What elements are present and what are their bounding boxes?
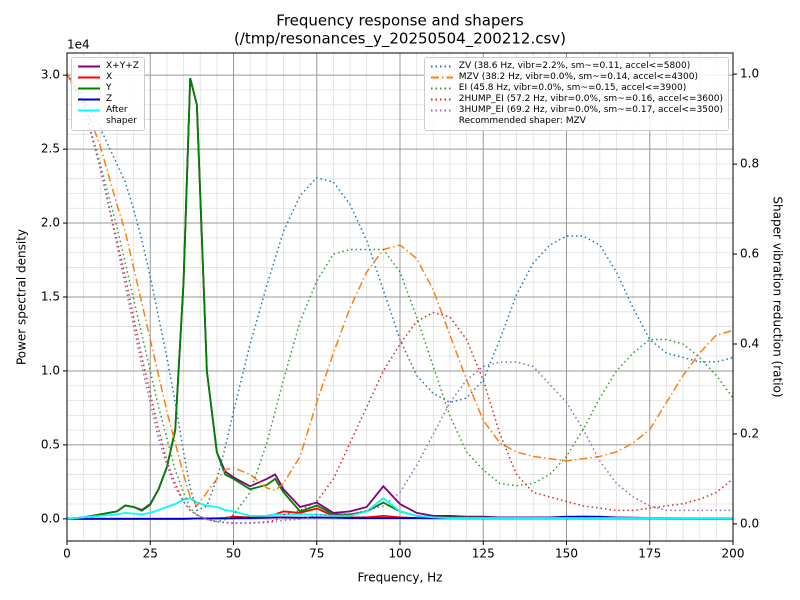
legend-label: MZV (38.2 Hz, vibr=0.0%, sm~=0.14, accel…	[458, 72, 698, 82]
x-tick-label: 75	[309, 547, 324, 561]
legend-label: ZV (38.6 Hz, vibr=2.2%, sm~=0.11, accel<…	[458, 61, 691, 71]
legend-entry: X	[77, 72, 139, 83]
x-tick-label: 100	[389, 547, 412, 561]
legend-label: X	[106, 72, 113, 82]
y2-tick-label: 0.2	[740, 426, 759, 440]
legend-entry: 3HUMP_EI (69.2 Hz, vibr=0.0%, sm~=0.17, …	[430, 105, 723, 116]
legend-entry: Z	[77, 94, 139, 105]
y-tick-label: 0.0	[41, 511, 60, 525]
y2-tick-label: 1.0	[740, 67, 759, 81]
y-tick-label: 2.0	[41, 216, 60, 230]
x-tick-label: 0	[63, 547, 71, 561]
x-axis-label: Frequency, Hz	[358, 571, 443, 585]
y2-axis-label: Shaper vibration reduction (ratio)	[771, 196, 785, 397]
legend-label: Z	[106, 94, 113, 104]
legend-label: 2HUMP_EI (57.2 Hz, vibr=0.0%, sm~=0.16, …	[458, 94, 723, 104]
y2-tick-label: 0.8	[740, 157, 759, 171]
legend-swatch	[430, 87, 453, 90]
y-tick-label: 3.0	[41, 68, 60, 82]
chart-title: Frequency response and shapers	[276, 12, 524, 30]
legend-swatch	[78, 65, 100, 68]
y-tick-label: 0.5	[41, 437, 60, 451]
series-line	[66, 73, 734, 512]
y2-tick-label: 0.0	[740, 516, 759, 530]
legend-label: Y	[106, 83, 112, 93]
legend-entry: Y	[77, 83, 139, 94]
legend-entry: After shaper	[77, 105, 139, 127]
legend-swatch	[430, 76, 453, 79]
series-line	[67, 515, 733, 520]
y2-tick-label: 0.6	[740, 247, 759, 261]
series-line	[66, 73, 734, 524]
legend-label: 3HUMP_EI (69.2 Hz, vibr=0.0%, sm~=0.17, …	[458, 105, 723, 115]
x-tick-label: 25	[143, 547, 158, 561]
legend-label: After shaper	[106, 105, 137, 126]
legend-note: Recommended shaper: MZV	[458, 116, 586, 126]
x-tick-label: 150	[555, 547, 578, 561]
legend-entry: X+Y+Z	[77, 61, 139, 72]
legend-entry: 2HUMP_EI (57.2 Hz, vibr=0.0%, sm~=0.16, …	[430, 94, 723, 105]
x-tick-label: 200	[722, 547, 745, 561]
legend-swatch	[78, 98, 100, 101]
y-tick-label: 2.5	[41, 142, 60, 156]
plot-frame	[66, 52, 734, 542]
series-line	[66, 73, 733, 524]
legend-label: X+Y+Z	[106, 61, 139, 71]
legend-entry: ZV (38.6 Hz, vibr=2.2%, sm~=0.11, accel<…	[430, 61, 723, 72]
x-tick-label: 50	[226, 547, 241, 561]
y-offset-label: 1e4	[67, 38, 90, 52]
y2-tick-label: 0.4	[740, 337, 759, 351]
x-tick-label: 125	[472, 547, 495, 561]
legend-entry: EI (45.8 Hz, vibr=0.0%, sm~=0.15, accel<…	[430, 83, 723, 94]
legend-entry: MZV (38.2 Hz, vibr=0.0%, sm~=0.14, accel…	[430, 72, 723, 83]
legend-swatch	[430, 65, 453, 68]
legend-swatch	[430, 109, 453, 112]
legend-swatch	[78, 76, 100, 79]
y-tick-label: 1.5	[41, 290, 60, 304]
legend-swatch	[78, 109, 100, 112]
series-line	[66, 73, 734, 508]
legend-label: EI (45.8 Hz, vibr=0.0%, sm~=0.15, accel<…	[458, 83, 687, 93]
legend-swatch	[78, 87, 100, 90]
legend: X+Y+Z X Y Z After shaper	[71, 57, 145, 131]
y-axis-label: Power spectral density	[15, 229, 29, 365]
y-tick-label: 1.0	[41, 363, 60, 377]
series-line	[66, 496, 733, 520]
legend-swatch	[430, 98, 453, 101]
chart-subtitle: (/tmp/resonances_y_20250504_200212.csv)	[234, 30, 566, 49]
x-tick-label: 175	[638, 547, 661, 561]
legend: ZV (38.6 Hz, vibr=2.2%, sm~=0.11, accel<…	[423, 57, 729, 131]
